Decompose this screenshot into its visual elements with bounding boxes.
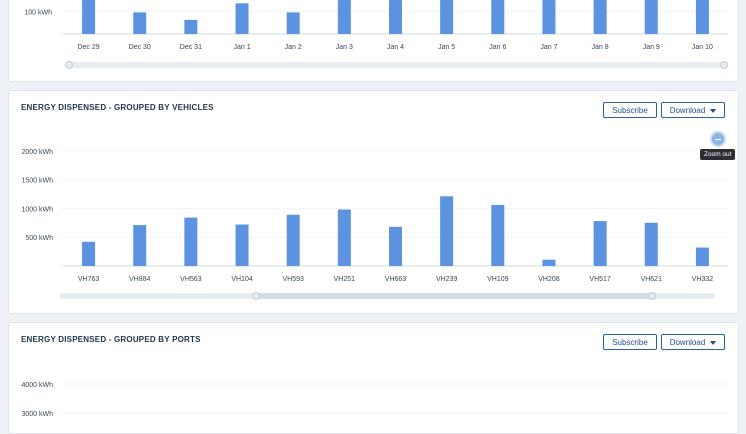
- date-bar[interactable]: [337, 0, 351, 34]
- date-bar[interactable]: [593, 0, 607, 34]
- date-bar[interactable]: [491, 0, 505, 34]
- date-bar[interactable]: [644, 0, 658, 34]
- vehicles-bar[interactable]: [337, 209, 351, 266]
- ports-subscribe-button[interactable]: Subscribe: [603, 334, 657, 350]
- vehicles-subscribe-button[interactable]: Subscribe: [603, 102, 657, 118]
- date-bar[interactable]: [235, 3, 249, 34]
- date-category-label: Dec 31: [180, 44, 202, 51]
- ports-download-button[interactable]: Download: [661, 334, 725, 350]
- date-slider-right-handle[interactable]: [720, 61, 728, 69]
- vehicles-category-label: VH763: [78, 276, 100, 283]
- date-category-label: Dec 29: [77, 44, 99, 51]
- vehicles-bar[interactable]: [286, 214, 300, 266]
- date-category-label: Dec 30: [129, 44, 151, 51]
- date-category-label: Jan 3: [336, 44, 353, 51]
- vehicles-category-label: VH239: [436, 276, 458, 283]
- vehicles-category-label: VH621: [641, 276, 663, 283]
- date-bar[interactable]: [440, 0, 454, 34]
- date-category-label: Jan 6: [489, 44, 506, 51]
- vehicles-ytick-label: 500 kWh: [25, 235, 53, 242]
- date-bar[interactable]: [184, 19, 198, 34]
- date-bar[interactable]: [389, 0, 402, 34]
- vehicles-bar[interactable]: [184, 217, 198, 266]
- vehicles-category-label: VH663: [385, 276, 407, 283]
- date-chart-card: 100 kWh Dec 29 Dec 30 Dec 31 Jan 1 Jan 2 Jan 3…: [8, 0, 739, 82]
- date-bar[interactable]: [695, 0, 709, 34]
- date-category-label: Jan 1: [233, 44, 250, 51]
- vehicles-bar[interactable]: [82, 241, 96, 266]
- vehicles-ytick-label: 1000 kWh: [21, 206, 53, 213]
- vehicles-chart-card: ENERGY DISPENSED - GROUPED BY VEHICLES S…: [8, 90, 739, 314]
- vehicles-slider-left-handle[interactable]: [252, 292, 260, 300]
- date-bar[interactable]: [542, 0, 556, 34]
- date-category-label: Jan 4: [387, 44, 404, 51]
- vehicles-category-label: VH884: [129, 276, 151, 283]
- vehicles-category-label: VH109: [487, 276, 509, 283]
- vehicles-bar[interactable]: [593, 221, 607, 266]
- vehicles-category-label: VH104: [231, 276, 253, 283]
- date-ytick-label: 100 kWh: [24, 9, 52, 16]
- date-slider-left-handle[interactable]: [65, 61, 73, 69]
- date-category-label: Jan 7: [540, 44, 557, 51]
- ports-ytick-label: 3000 kWh: [21, 411, 53, 418]
- vehicles-ytick-label: 2000 kWh: [21, 149, 53, 156]
- date-category-label: Jan 10: [692, 44, 713, 51]
- download-label: Download: [669, 338, 706, 347]
- vehicles-card-title: ENERGY DISPENSED - GROUPED BY VEHICLES: [21, 103, 214, 112]
- vehicles-bar[interactable]: [695, 247, 709, 266]
- vehicles-bar[interactable]: [644, 222, 658, 266]
- vehicles-bar[interactable]: [235, 224, 249, 266]
- vehicles-category-label: VH332: [692, 276, 714, 283]
- date-bar[interactable]: [82, 0, 96, 34]
- vehicles-bar[interactable]: [491, 204, 505, 266]
- ports-bar-chart: 4000 kWh 3000 kWh: [21, 382, 728, 418]
- vehicles-category-label: VH208: [538, 276, 560, 283]
- zoom-out-icon[interactable]: [712, 133, 724, 145]
- date-range-slider[interactable]: [69, 62, 725, 68]
- vehicles-bar-chart: 500 kWh 1000 kWh 1500 kWh 2000 kWh VH763 VH88…: [21, 149, 728, 283]
- date-category-label: Jan 9: [643, 44, 660, 51]
- vehicles-ytick-label: 1500 kWh: [21, 178, 53, 185]
- date-bar[interactable]: [286, 12, 300, 34]
- vehicles-download-button[interactable]: Download: [661, 102, 725, 118]
- download-label: Download: [669, 106, 706, 115]
- vehicles-slider-right-handle[interactable]: [648, 292, 656, 300]
- vehicles-slider-selected-range[interactable]: [256, 293, 652, 299]
- vehicles-category-label: VH517: [589, 276, 611, 283]
- vehicles-category-label: VH251: [334, 276, 356, 283]
- date-category-label: Jan 8: [592, 44, 609, 51]
- vehicles-bar[interactable]: [133, 225, 147, 266]
- date-category-label: Jan 5: [438, 44, 455, 51]
- vehicles-bar[interactable]: [389, 226, 402, 266]
- date-category-label: Jan 2: [285, 44, 302, 51]
- vehicles-category-label: VH563: [180, 276, 202, 283]
- chevron-down-icon: [710, 340, 717, 345]
- vehicles-category-label: VH593: [282, 276, 304, 283]
- chevron-down-icon: [710, 108, 717, 113]
- vehicles-bar[interactable]: [542, 259, 556, 266]
- ports-chart-card: ENERGY DISPENSED - GROUPED BY PORTS Subs…: [8, 322, 739, 434]
- ports-card-title: ENERGY DISPENSED - GROUPED BY PORTS: [21, 335, 201, 344]
- zoom-out-tooltip: Zoom out: [700, 149, 736, 160]
- vehicles-bar[interactable]: [440, 196, 454, 266]
- date-bar[interactable]: [133, 12, 147, 34]
- date-bar-chart: 100 kWh Dec 29 Dec 30 Dec 31 Jan 1 Jan 2 Jan 3…: [24, 0, 728, 51]
- ports-ytick-label: 4000 kWh: [21, 382, 53, 389]
